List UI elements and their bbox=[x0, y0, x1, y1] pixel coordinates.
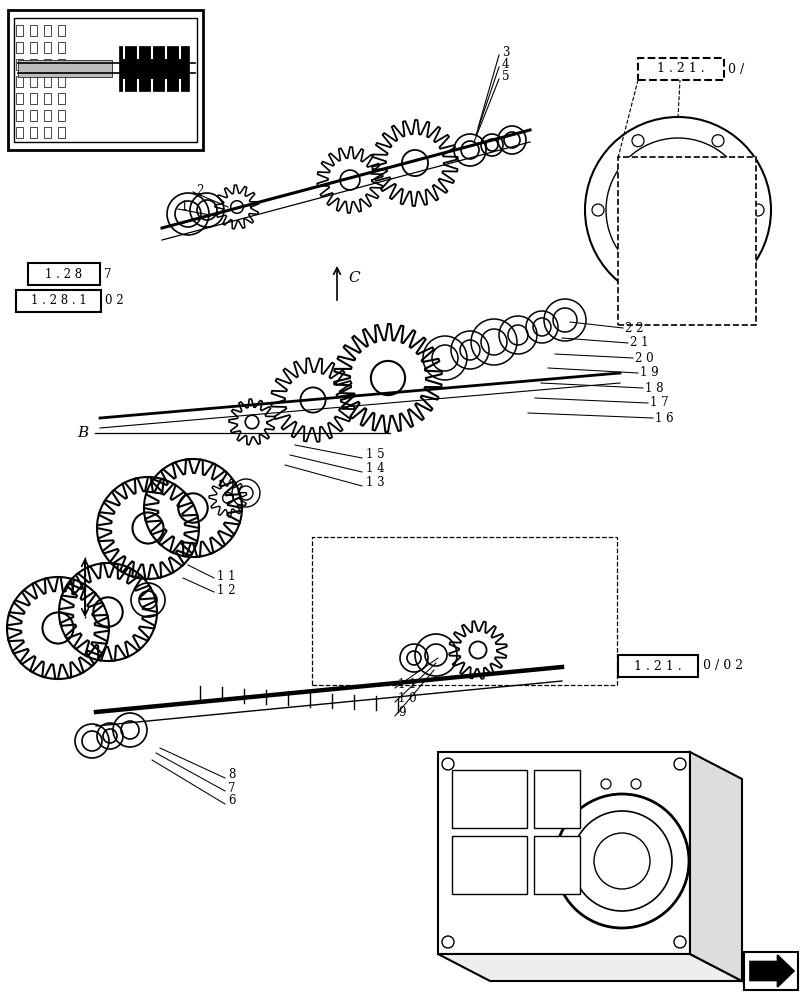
Text: 1 9: 1 9 bbox=[640, 366, 659, 379]
Text: 1 5: 1 5 bbox=[366, 448, 385, 462]
Text: 2 1: 2 1 bbox=[630, 336, 649, 350]
Bar bbox=[30, 59, 37, 70]
Bar bbox=[8, 10, 203, 150]
Text: 8: 8 bbox=[228, 768, 235, 782]
Bar bbox=[18, 60, 112, 77]
Bar bbox=[16, 127, 23, 138]
Bar bbox=[58, 76, 65, 87]
Polygon shape bbox=[750, 955, 794, 987]
Text: 1 . 2 8 . 1: 1 . 2 8 . 1 bbox=[31, 294, 86, 308]
Bar bbox=[16, 42, 23, 53]
Bar bbox=[44, 127, 51, 138]
Bar bbox=[44, 25, 51, 36]
Polygon shape bbox=[690, 752, 742, 981]
Text: 1 1: 1 1 bbox=[398, 678, 416, 692]
Bar bbox=[58, 127, 65, 138]
Bar bbox=[58, 93, 65, 104]
Bar bbox=[16, 93, 23, 104]
Text: 0 /: 0 / bbox=[728, 62, 744, 76]
Bar bbox=[16, 59, 23, 70]
Bar bbox=[58, 59, 65, 70]
Polygon shape bbox=[438, 954, 742, 981]
Polygon shape bbox=[438, 752, 690, 954]
Text: 1 1: 1 1 bbox=[217, 570, 235, 582]
Bar bbox=[30, 25, 37, 36]
Bar bbox=[618, 655, 698, 677]
Text: 1 8: 1 8 bbox=[645, 381, 663, 394]
Text: 1 6: 1 6 bbox=[655, 412, 674, 424]
Bar bbox=[58, 25, 65, 36]
Text: 1 4: 1 4 bbox=[366, 462, 385, 476]
Text: 7: 7 bbox=[104, 267, 112, 280]
Bar bbox=[16, 25, 23, 36]
Bar bbox=[30, 93, 37, 104]
Bar bbox=[119, 46, 189, 91]
Bar bbox=[16, 110, 23, 121]
Bar bbox=[14, 18, 197, 142]
Text: 1 . 2 8: 1 . 2 8 bbox=[45, 267, 82, 280]
Bar bbox=[30, 42, 37, 53]
Text: 6: 6 bbox=[228, 794, 235, 808]
Bar bbox=[534, 836, 580, 894]
Text: 1 7: 1 7 bbox=[650, 396, 669, 410]
Bar bbox=[534, 770, 580, 828]
Text: 2 0: 2 0 bbox=[635, 352, 654, 364]
Bar bbox=[16, 76, 23, 87]
Bar bbox=[744, 952, 798, 990]
Bar bbox=[44, 93, 51, 104]
Text: 1 0: 1 0 bbox=[398, 692, 417, 706]
Bar bbox=[44, 59, 51, 70]
Bar bbox=[638, 58, 724, 80]
Bar bbox=[30, 127, 37, 138]
Bar bbox=[452, 836, 527, 894]
Bar bbox=[58, 42, 65, 53]
Bar bbox=[312, 537, 617, 685]
Bar bbox=[30, 76, 37, 87]
Bar bbox=[30, 110, 37, 121]
Bar bbox=[44, 110, 51, 121]
Text: 1 3: 1 3 bbox=[366, 477, 385, 489]
Text: 0 / 0 2: 0 / 0 2 bbox=[703, 660, 743, 672]
Text: 1: 1 bbox=[181, 200, 188, 214]
Text: 9: 9 bbox=[398, 706, 406, 720]
Text: C: C bbox=[348, 271, 360, 285]
Text: 0 2: 0 2 bbox=[105, 294, 124, 308]
Bar bbox=[16, 290, 101, 312]
Bar bbox=[44, 76, 51, 87]
Text: A: A bbox=[65, 581, 75, 595]
Text: 1 . 2 1 .: 1 . 2 1 . bbox=[657, 62, 705, 76]
Text: 5: 5 bbox=[502, 70, 510, 83]
Bar bbox=[44, 42, 51, 53]
Bar bbox=[452, 770, 527, 828]
Text: 2: 2 bbox=[196, 184, 204, 196]
Text: 1 . 2 1 .: 1 . 2 1 . bbox=[634, 660, 682, 672]
Text: 2 2: 2 2 bbox=[625, 322, 643, 334]
Text: 3: 3 bbox=[502, 45, 510, 58]
Text: 1 2: 1 2 bbox=[217, 584, 235, 596]
Text: B: B bbox=[77, 426, 88, 440]
Bar bbox=[28, 263, 100, 285]
Text: 7: 7 bbox=[228, 782, 235, 794]
Bar bbox=[58, 110, 65, 121]
Text: 4: 4 bbox=[502, 57, 510, 70]
Bar bbox=[618, 157, 756, 325]
